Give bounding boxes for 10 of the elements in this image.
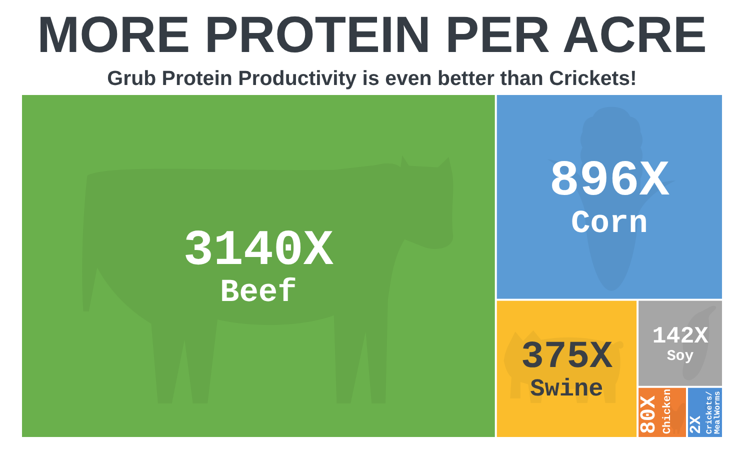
text: Grub Protein Productivity is even better than Crickets! <box>107 67 637 90</box>
text: MORE PROTEIN PER ACRE <box>37 6 707 63</box>
category-label: Chicken <box>662 388 674 434</box>
category-label: Beef <box>220 274 297 312</box>
data-label: 142X <box>652 324 710 350</box>
data-label: 80X <box>638 395 662 434</box>
data-label: 2X <box>687 414 706 434</box>
category-label: Swine <box>530 376 604 404</box>
data-label: 375X <box>520 336 613 380</box>
category-label: Soy <box>666 348 694 365</box>
